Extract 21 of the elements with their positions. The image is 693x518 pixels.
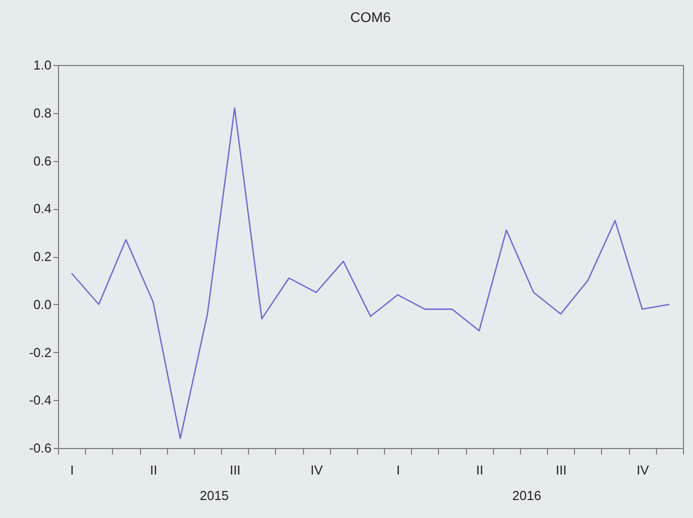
x-tick-label: IV bbox=[636, 462, 650, 478]
line-series bbox=[70, 107, 670, 440]
y-tick-label: 0.0 bbox=[33, 296, 52, 312]
y-tick-label: 0.4 bbox=[33, 201, 52, 216]
y-tick-label: 0.2 bbox=[33, 249, 52, 264]
y-tick-label: 0.8 bbox=[33, 105, 52, 120]
x-tick-label: I bbox=[396, 462, 400, 478]
text: 2015 bbox=[200, 488, 229, 503]
y-tick-label: -0.2 bbox=[29, 344, 52, 360]
y-tick-label: -0.6 bbox=[29, 440, 52, 456]
y-tick-label: -0.4 bbox=[29, 392, 52, 408]
y-tick-label: 1.0 bbox=[33, 58, 52, 72]
chart-title: COM6 bbox=[350, 9, 391, 25]
x-tick-label: III bbox=[230, 462, 241, 478]
x-tick-label: I bbox=[70, 462, 74, 478]
text: 2016 bbox=[512, 488, 542, 503]
x-tick-label: IV bbox=[310, 462, 324, 478]
x-tick-label: II bbox=[150, 462, 158, 478]
x-tick-label: II bbox=[476, 462, 484, 478]
y-tick-label: 0.6 bbox=[33, 153, 52, 168]
x-tick-label: III bbox=[556, 462, 567, 478]
